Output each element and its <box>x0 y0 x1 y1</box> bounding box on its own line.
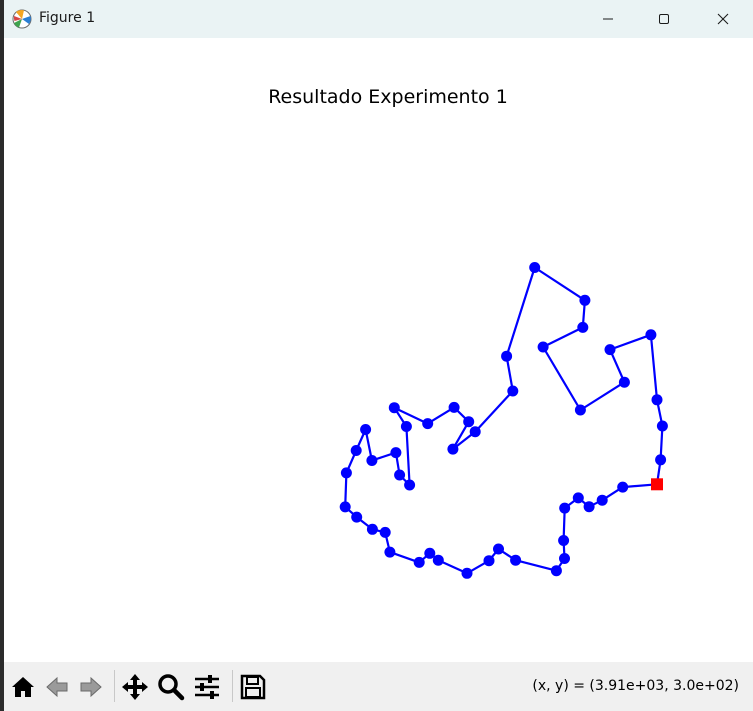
figure-canvas[interactable]: Resultado Experimento 1 <box>4 38 753 662</box>
route-point <box>583 501 595 513</box>
toolbar-separator <box>114 670 115 702</box>
route-point <box>413 556 425 568</box>
zoom-button[interactable] <box>156 672 186 702</box>
route-point <box>645 329 657 341</box>
pan-button[interactable] <box>120 672 150 702</box>
route-point <box>351 511 363 523</box>
save-floppy-icon <box>240 674 266 700</box>
home-icon <box>12 677 34 697</box>
route-point <box>448 401 460 413</box>
route-point <box>604 344 616 356</box>
route-point <box>529 262 541 273</box>
route-plot: Resultado Experimento 1 <box>268 86 668 579</box>
close-icon <box>717 13 729 25</box>
route-point <box>558 535 570 546</box>
close-button[interactable] <box>700 0 746 38</box>
route-point <box>339 501 351 513</box>
route-point <box>388 402 400 414</box>
cursor-coordinates: (x, y) = (3.91e+03, 3.0e+02) <box>532 678 739 694</box>
route-point <box>366 523 378 535</box>
route-point <box>559 553 570 564</box>
route-point <box>507 385 519 397</box>
route-point <box>384 546 396 558</box>
pan-move-icon <box>122 674 148 700</box>
route-point <box>574 404 586 416</box>
route-point <box>483 555 495 567</box>
route-point <box>350 445 362 456</box>
maximize-icon <box>659 14 669 24</box>
route-point <box>390 447 402 459</box>
maximize-button[interactable] <box>641 0 687 38</box>
minimize-button[interactable] <box>585 0 631 38</box>
configure-subplots-icon <box>195 675 219 699</box>
zoom-magnifier-icon <box>158 674 185 701</box>
route-point <box>469 426 481 438</box>
route-point <box>572 492 584 504</box>
route-point <box>618 376 630 388</box>
navigation-toolbar: (x, y) = (3.91e+03, 3.0e+02) <box>4 662 753 711</box>
start-point-marker <box>651 478 663 491</box>
route-point <box>424 547 436 559</box>
route-point <box>559 502 571 514</box>
home-button[interactable] <box>8 672 38 702</box>
route-point <box>422 418 434 430</box>
chart-title: Resultado Experimento 1 <box>268 86 508 108</box>
route-point <box>463 416 475 428</box>
figure-window: Figure 1 Resultado Experimento 1 <box>4 0 753 711</box>
route-point <box>656 420 668 432</box>
route-point <box>447 443 459 455</box>
title-bar[interactable]: Figure 1 <box>4 0 753 38</box>
route-point <box>404 479 416 491</box>
minimize-icon <box>603 18 613 20</box>
configure-subplots-button[interactable] <box>192 672 222 702</box>
route-point <box>579 294 591 306</box>
route-point <box>550 565 562 577</box>
route-point <box>432 554 444 566</box>
toolbar-separator <box>232 670 233 702</box>
route-point <box>340 467 352 479</box>
forward-button[interactable] <box>76 672 106 702</box>
route-line <box>344 266 664 575</box>
save-button[interactable] <box>238 672 268 702</box>
window-title: Figure 1 <box>39 10 96 26</box>
route-point <box>366 455 378 466</box>
route-point <box>400 421 412 432</box>
route-point <box>360 424 372 435</box>
route-point <box>501 350 513 362</box>
back-arrow-icon <box>46 676 68 698</box>
route-point <box>510 554 522 566</box>
route-point <box>537 341 549 353</box>
route-point <box>461 567 473 579</box>
route-layer <box>339 262 668 579</box>
route-point <box>493 543 504 555</box>
route-point <box>651 394 663 406</box>
route-point <box>617 481 629 493</box>
route-point <box>394 469 406 481</box>
route-point <box>379 526 391 538</box>
forward-arrow-icon <box>80 676 102 698</box>
matplotlib-icon <box>12 9 32 29</box>
back-button[interactable] <box>42 672 72 702</box>
route-point <box>655 454 667 466</box>
route-point <box>577 321 589 333</box>
route-point <box>596 494 608 506</box>
